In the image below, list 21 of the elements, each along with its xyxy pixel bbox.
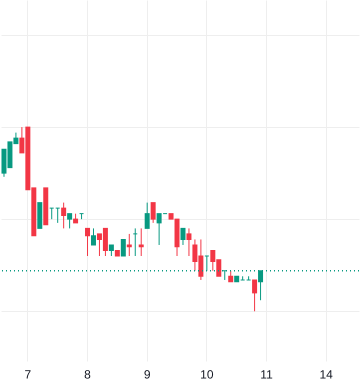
candlestick [108,244,114,257]
candlestick [73,213,78,224]
x-tick-label: 11 [260,368,274,380]
x-tick-label: 14 [320,368,334,380]
candlestick [138,228,144,257]
x-tick-label: 8 [84,368,92,380]
x-tick-label: 10 [200,368,214,380]
candlestick [120,238,126,257]
x-tick-label: 9 [144,368,151,380]
candlestick [186,228,192,257]
candlestick [126,233,132,257]
candlestick [144,202,150,229]
x-tick-label: 7 [24,368,32,380]
candlestick [180,228,186,246]
candlestick [61,202,66,229]
candlestick [85,228,90,257]
candlestick [90,228,96,246]
candlestick [228,270,234,282]
candlestick [67,213,72,229]
candlestick [252,279,258,312]
candlestick [150,202,156,224]
